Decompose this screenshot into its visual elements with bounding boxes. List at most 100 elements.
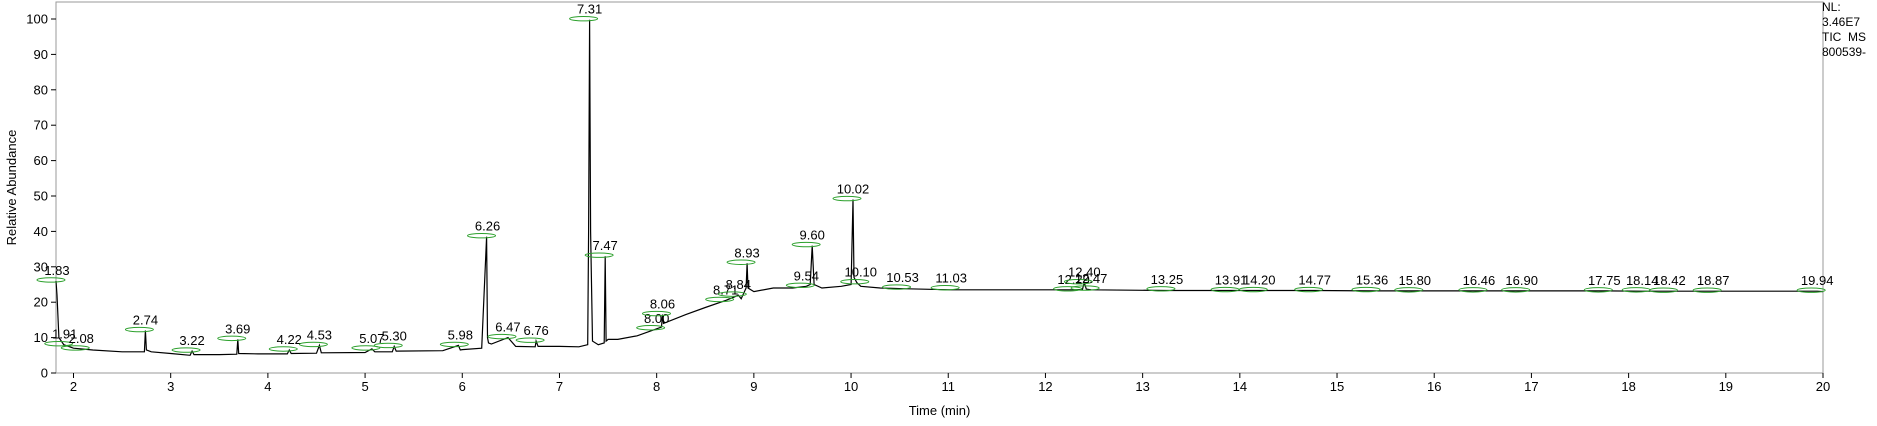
x-tick-label: 19 [1719,379,1733,394]
peak-marker [1648,287,1678,293]
peak-label: 4.22 [277,332,302,347]
peak-label: 4.53 [307,327,332,342]
peak-marker [569,16,599,22]
x-axis: 2 3 4 5 6 7 8 9 10 11 12 13 14 15 16 17 18 19 20 [70,373,1830,394]
peak-label: 10.02 [837,182,870,197]
x-tick-label: 18 [1621,379,1635,394]
x-tick-label: 12 [1038,379,1052,394]
x-tick-label: 4 [264,379,271,394]
x-tick-label: 7 [556,379,563,394]
peak-label: 16.46 [1463,273,1496,288]
x-tick-label: 5 [361,379,368,394]
peak-marker [373,342,403,349]
peak-marker [930,285,960,291]
scan-filter: TIC MS [1822,30,1866,44]
peak-label: 5.07 [359,331,384,346]
y-tick-label: 20 [34,295,48,310]
peak-label: 17.75 [1588,273,1621,288]
peak-label: 13.91 [1215,273,1248,288]
peak-label: 2.74 [133,313,158,328]
peak-marker [487,333,517,340]
plot-frame [55,1,1824,374]
y-tick-label: 0 [41,366,48,381]
x-tick-label: 8 [653,379,660,394]
peak-marker [882,284,912,290]
peak-marker [1796,287,1826,293]
x-tick-label: 9 [750,379,757,394]
peak-label: 8.84 [726,277,751,292]
y-tick-label: 40 [34,224,48,239]
x-tick-label: 6 [459,379,466,394]
peak-label: 2.08 [69,331,94,346]
peak-marker [36,277,66,283]
y-tick-label: 90 [34,47,48,62]
y-tick-label: 30 [34,259,48,274]
peak-marker [1053,286,1083,292]
x-tick-label: 2 [70,379,77,394]
x-tick-label: 20 [1816,379,1830,394]
peak-marker [1146,286,1176,292]
peak-label: 3.69 [225,321,250,336]
peak-marker [717,291,747,297]
peak-label: 5.98 [448,327,473,342]
peak-label: 6.26 [475,219,500,234]
peak-label: 6.76 [523,323,548,338]
peak-label: 9.54 [794,268,819,283]
peak-marker [726,259,756,265]
x-tick-label: 17 [1524,379,1538,394]
peak-marker [1501,287,1531,293]
x-tick-label: 15 [1330,379,1344,394]
x-tick-label: 3 [167,379,174,394]
peak-marker [705,296,735,303]
x-axis-title: Time (min) [909,403,971,418]
nl-label: NL: [1822,0,1841,14]
peak-marker [439,341,469,348]
peak-label: 12.47 [1075,271,1108,286]
x-tick-label: 16 [1427,379,1441,394]
peak-marker [641,310,671,317]
peak-marker [1692,287,1722,293]
peak-label: 16.90 [1505,273,1538,288]
y-tick-label: 70 [34,118,48,133]
y-tick-label: 50 [34,189,48,204]
peak-label: 19.94 [1801,273,1834,288]
peak-marker [1583,287,1613,293]
tic-trace [55,19,1824,356]
peak-annotations: 1.83 1.912.08 2.74 3.22 3.69 4.22 4.53 5.075.30… [36,2,1834,353]
peak-label: 14.77 [1298,273,1331,288]
peak-label: 13.25 [1151,272,1184,287]
y-tick-label: 100 [26,12,48,27]
peak-label: 3.22 [179,333,204,348]
peak-marker [636,325,666,331]
nl-value: 3.46E7 [1822,15,1861,29]
peak-label: 14.20 [1243,273,1276,288]
peak-marker [44,340,74,347]
peak-label: 18.42 [1653,273,1686,288]
peak-label: 11.03 [935,271,967,286]
peak-marker [584,252,614,258]
peak-marker [171,347,201,353]
y-tick-label: 60 [34,153,48,168]
peak-marker [1070,285,1100,291]
peak-marker [791,241,821,248]
peak-label: 8.00 [644,311,669,326]
peak-marker [1294,286,1324,293]
peak-label: 12.40 [1068,265,1101,280]
peak-marker [1458,287,1488,293]
scan-info: NL: 3.46E7 TIC MS 800539- [1822,0,1866,60]
peak-label: 10.10 [844,265,877,280]
peak-label: 7.47 [592,238,617,253]
peak-marker [840,279,870,285]
peak-marker [268,346,298,352]
peak-label: 15.80 [1399,273,1432,288]
peak-label: 5.30 [382,328,407,343]
peak-marker [832,195,862,202]
x-tick-label: 14 [1233,379,1247,394]
peak-label: 8.93 [734,245,759,260]
peak-marker [1063,279,1093,285]
y-tick-label: 10 [34,330,48,345]
x-tick-label: 10 [844,379,858,394]
peak-label: 1.83 [44,263,69,278]
peak-marker [298,341,328,348]
